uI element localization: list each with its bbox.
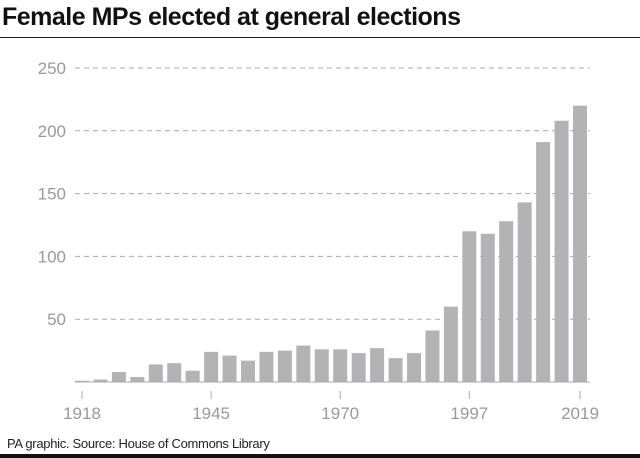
title-divider — [0, 37, 640, 38]
bar-1931 — [167, 363, 182, 382]
x-tick-label: 1945 — [192, 404, 230, 423]
bar-1959 — [277, 350, 292, 382]
y-tick-label: 50 — [47, 310, 66, 329]
x-tick-label: 2019 — [561, 404, 599, 423]
bar-2017 — [554, 120, 569, 382]
bar-1950 — [222, 355, 237, 382]
y-tick-label: 100 — [38, 247, 66, 266]
bar-2001 — [480, 233, 495, 382]
footer-bar — [0, 454, 640, 458]
bar-2015 — [536, 142, 551, 382]
y-tick-label: 200 — [38, 122, 66, 141]
bar-1974-Feb — [351, 353, 366, 382]
y-tick-label: 250 — [38, 59, 66, 78]
bar-1929 — [148, 364, 163, 382]
x-tick-label: 1970 — [321, 404, 359, 423]
bar-1951 — [241, 360, 255, 382]
bar-1979 — [388, 358, 403, 382]
x-tick-label: 1997 — [450, 404, 488, 423]
bar-1945 — [204, 351, 219, 382]
source-note: PA graphic. Source: House of Commons Lib… — [7, 436, 270, 451]
bar-1974-Oct — [370, 348, 385, 382]
bar-1923 — [111, 371, 126, 382]
bar-1922 — [93, 379, 108, 382]
y-tick-label: 150 — [38, 185, 66, 204]
bar-2010 — [517, 202, 532, 382]
bar-1924 — [130, 376, 145, 382]
bar-2005 — [499, 221, 514, 382]
bar-1983 — [407, 353, 421, 382]
bar-2019 — [573, 105, 587, 383]
bar-1966 — [314, 349, 329, 382]
bar-1970 — [333, 349, 348, 382]
chart-title: Female MPs elected at general elections — [2, 3, 461, 31]
bar-1992 — [443, 306, 458, 382]
bar-1955 — [259, 351, 274, 382]
bar-1987 — [425, 330, 440, 382]
bar-1918 — [75, 380, 89, 382]
bar-1964 — [296, 345, 311, 382]
bar-1935 — [185, 370, 200, 382]
x-tick-label: 1918 — [63, 404, 101, 423]
bar-1997 — [462, 231, 477, 382]
